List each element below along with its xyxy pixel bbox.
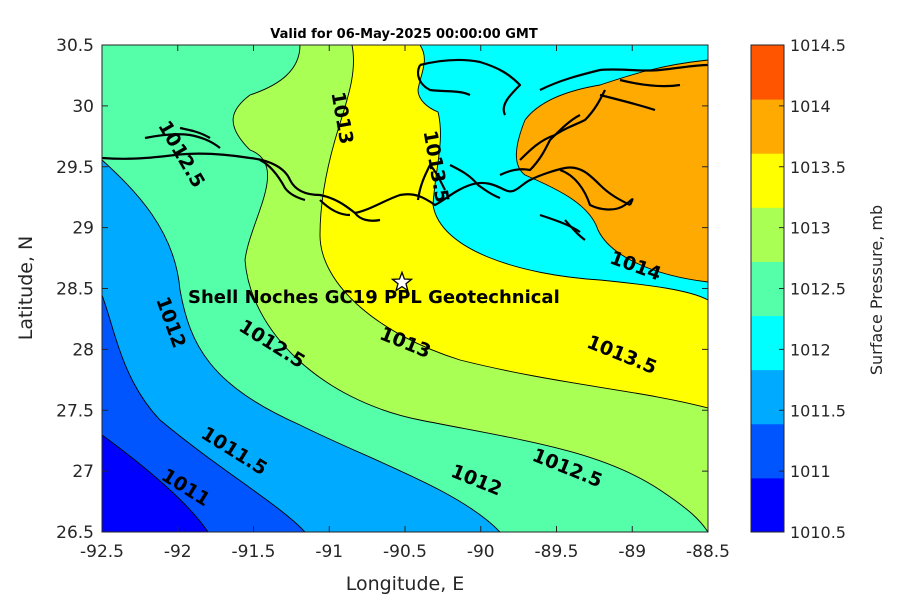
colorbar-tick-label: 1013.5	[790, 158, 846, 177]
colorbar-tick-label: 1010.5	[790, 523, 846, 542]
colorbar-tick-label: 1011	[790, 462, 831, 481]
pressure-band-1011-5	[102, 160, 500, 532]
x-axis: -92.5 -92 -91.5 -91 -90.5 -90 -89.5 -89 -88.5	[80, 45, 730, 562]
pressure-band-1013	[233, 45, 708, 532]
x-tick-label: -92.5	[80, 542, 124, 562]
star-icon	[390, 270, 414, 293]
y-tick-label: 28	[72, 340, 94, 360]
colorbar-swatch	[751, 207, 784, 262]
pressure-band-1013-5	[320, 45, 708, 408]
pressure-band-1011	[102, 295, 305, 532]
x-tick-label: -91.5	[232, 542, 276, 562]
x-tick-label: -89.5	[535, 542, 579, 562]
y-tick-label: 27	[72, 462, 94, 482]
colorbar-swatch	[751, 423, 784, 479]
colorbar-tick-label: 1014	[790, 97, 831, 116]
colorbar-swatch	[751, 99, 784, 154]
pressure-band-1014	[516, 60, 708, 282]
colorbar-tick-label: 1012	[790, 340, 831, 359]
x-tick-label: -92	[164, 542, 192, 562]
colorbar-label: Surface Pressure, mb	[867, 205, 886, 375]
colorbar-swatch	[751, 369, 784, 425]
coastline	[102, 58, 708, 241]
colorbar-swatch	[751, 153, 784, 208]
colorbar-tick-label: 1012.5	[790, 280, 846, 299]
colorbar-tick-label: 1011.5	[790, 401, 846, 420]
map-title: Valid for 06-May-2025 00:00:00 GMT	[270, 27, 538, 42]
x-tick-label: -91	[315, 542, 343, 562]
y-axis-label: Latitude, N	[15, 236, 37, 341]
y-tick-label: 27.5	[56, 401, 94, 421]
colorbar-tick-label: 1014.5	[790, 36, 846, 55]
colorbar-swatch	[751, 261, 784, 317]
y-tick-label: 28.5	[56, 280, 94, 300]
pressure-band-1012-5	[102, 45, 708, 532]
y-tick-label: 29.5	[56, 158, 94, 178]
y-tick-label: 30	[72, 97, 94, 117]
contour-field	[102, 45, 708, 532]
colorbar-swatch	[751, 477, 784, 533]
site-label: Shell Noches GC19 PPL Geotechnical	[188, 287, 560, 308]
colorbar: 1010.5 1011 1011.5 1012 1012.5 1013 1013.5 1014…	[750, 36, 846, 542]
x-tick-label: -88.5	[686, 542, 730, 562]
y-axis: 26.5 27 27.5 28 28.5 29 29.5 30 30.5	[56, 36, 708, 543]
y-tick-label: 30.5	[56, 36, 94, 56]
x-tick-label: -89	[618, 542, 646, 562]
y-tick-label: 26.5	[56, 523, 94, 543]
x-axis-label: Longitude, E	[346, 573, 465, 595]
pressure-band-1010-5	[102, 435, 208, 532]
y-tick-label: 29	[72, 219, 94, 239]
colorbar-tick-label: 1013	[790, 219, 831, 238]
x-tick-label: -90.5	[383, 542, 427, 562]
colorbar-swatch	[751, 315, 784, 371]
colorbar-swatch	[751, 45, 784, 100]
x-tick-label: -90	[467, 542, 495, 562]
